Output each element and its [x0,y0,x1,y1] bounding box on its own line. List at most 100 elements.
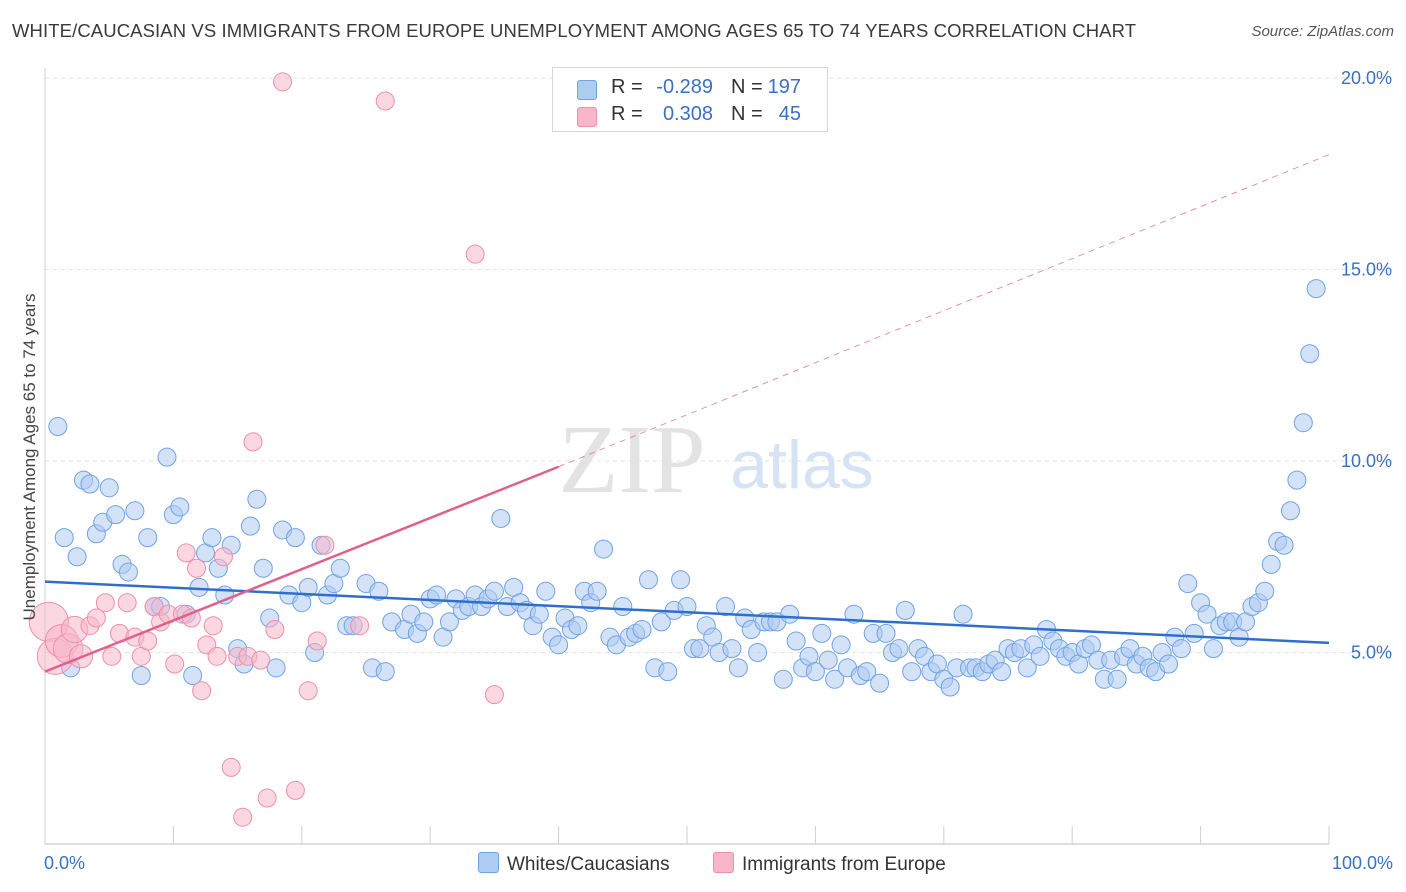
point-whites [671,570,691,590]
legend-n-value: 197 [767,76,801,98]
point-immigrants [95,593,115,613]
point-whites [1203,639,1223,659]
point-immigrants [213,547,233,567]
x-tick-label-min: 0.0% [44,853,85,873]
point-whites [247,489,267,509]
point-whites [844,604,864,624]
point-whites [716,597,736,617]
point-whites [876,623,896,643]
point-whites [940,677,960,697]
point-immigrants [176,543,196,563]
legend-swatch-immigrants [577,107,597,127]
point-whites [748,643,768,662]
y-tick-label: 15.0% [1341,260,1392,280]
point-whites [728,658,748,678]
axes [44,68,1330,845]
point-immigrants [233,807,253,827]
point-immigrants [484,685,504,705]
legend-r-label: R = [611,76,643,98]
point-whites [651,612,671,632]
point-immigrants [265,620,285,640]
point-immigrants [285,780,305,800]
point-whites [285,528,305,548]
point-whites [549,635,569,655]
point-whites [1171,639,1191,659]
point-whites [831,635,851,655]
point-whites [805,662,825,682]
point-immigrants [102,646,122,666]
watermark-zip: ZIP [559,406,706,514]
point-immigrants [251,650,271,670]
series-immigrants-europe [28,72,504,827]
trend-line-whites [44,580,1330,645]
point-whites [138,528,158,548]
point-immigrants [273,72,293,92]
point-immigrants [117,593,137,613]
legend-r-value: 0.308 [662,103,713,125]
point-whites [202,528,222,548]
point-whites [1287,470,1307,490]
y-axis-label: Unemployment Among Ages 65 to 74 years [20,293,39,621]
legend-swatch-immigrants-bottom [713,852,734,873]
point-whites [1280,501,1300,521]
point-whites [889,639,909,659]
point-whites [638,570,658,590]
point-immigrants [307,631,327,651]
chart-title: WHITE/CAUCASIAN VS IMMIGRANTS FROM EUROP… [12,20,1137,41]
point-immigrants [203,616,223,636]
legend-n-label: N = [731,103,763,125]
point-whites [825,669,845,689]
point-whites [1107,669,1127,689]
point-whites [812,623,832,643]
legend-swatch-whites [577,80,597,100]
correlation-legend: R = -0.289 N = 197 R = 0.308 N = 45 [552,67,828,132]
point-immigrants [298,681,318,701]
point-whites [189,577,209,597]
legend-row-whites: R = -0.289 N = 197 [553,74,827,102]
trend-line-immigrants-dashed [558,154,1330,468]
point-whites [48,417,68,437]
y-tick-label: 20.0% [1341,68,1392,88]
point-immigrants [257,788,277,808]
x-tick-label-max: 100.0% [1332,853,1393,873]
trend-lines [44,154,1330,673]
point-immigrants [138,631,158,651]
point-whites [1030,646,1050,666]
point-whites [857,662,877,682]
point-whites [491,508,511,528]
point-whites [786,631,806,651]
point-whites [895,600,915,620]
point-whites [1274,535,1294,555]
legend-item-whites: Whites/Caucasians [478,852,670,876]
point-whites [1159,654,1178,674]
point-immigrants [165,654,185,674]
source-label: Source: ZipAtlas.com [1251,23,1394,40]
point-whites [330,558,350,578]
legend-item-immigrants: Immigrants from Europe [713,852,946,876]
point-whites [157,447,177,467]
point-whites [183,665,203,685]
point-whites [125,501,145,521]
point-whites [375,662,395,682]
legend-row-immigrants: R = 0.308 N = 45 [553,101,827,129]
point-whites [722,639,742,659]
point-whites [298,577,318,597]
legend-n-label: N = [731,76,763,98]
y-tick-label: 5.0% [1351,643,1392,663]
point-immigrants [86,608,106,628]
point-whites [529,604,549,624]
point-whites [1178,574,1198,594]
point-whites [80,474,100,494]
point-immigrants [465,244,485,264]
point-whites [67,547,87,567]
point-immigrants [315,535,335,555]
point-whites [118,562,138,582]
point-whites [131,665,151,685]
point-whites [568,616,588,636]
point-whites [658,662,678,682]
point-whites [870,673,890,693]
point-whites [992,662,1012,682]
point-whites [414,612,434,632]
legend-n-value: 45 [778,103,801,125]
